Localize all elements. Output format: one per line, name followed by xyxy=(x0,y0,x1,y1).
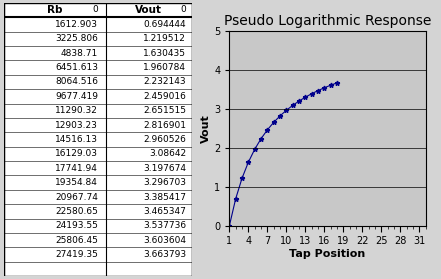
Y-axis label: Vout: Vout xyxy=(201,114,211,143)
Text: 3.385417: 3.385417 xyxy=(143,193,186,201)
Text: 0: 0 xyxy=(92,6,98,15)
Text: 14516.13: 14516.13 xyxy=(55,135,98,144)
Text: 3.603604: 3.603604 xyxy=(143,236,186,245)
Text: 11290.32: 11290.32 xyxy=(55,106,98,115)
X-axis label: Tap Position: Tap Position xyxy=(289,249,366,259)
Text: 3.537736: 3.537736 xyxy=(143,221,186,230)
Text: 0: 0 xyxy=(180,6,186,15)
Text: 3.08642: 3.08642 xyxy=(149,149,186,158)
Text: 0.694444: 0.694444 xyxy=(144,20,186,29)
Title: Pseudo Logarithmic Response: Pseudo Logarithmic Response xyxy=(224,14,431,28)
Text: 22580.65: 22580.65 xyxy=(55,207,98,216)
Text: Rb: Rb xyxy=(47,5,63,15)
Text: 2.816901: 2.816901 xyxy=(143,121,186,130)
Text: 20967.74: 20967.74 xyxy=(55,193,98,201)
Text: 25806.45: 25806.45 xyxy=(55,236,98,245)
Text: 27419.35: 27419.35 xyxy=(55,250,98,259)
Text: 1.219512: 1.219512 xyxy=(143,34,186,43)
Text: 3.663793: 3.663793 xyxy=(143,250,186,259)
Text: Vout: Vout xyxy=(135,5,162,15)
Text: 19354.84: 19354.84 xyxy=(55,178,98,187)
Text: 1612.903: 1612.903 xyxy=(55,20,98,29)
Text: 2.651515: 2.651515 xyxy=(143,106,186,115)
Text: 12903.23: 12903.23 xyxy=(55,121,98,130)
Text: 6451.613: 6451.613 xyxy=(55,63,98,72)
Text: 24193.55: 24193.55 xyxy=(55,221,98,230)
Text: 2.960526: 2.960526 xyxy=(143,135,186,144)
Text: 4838.71: 4838.71 xyxy=(61,49,98,58)
Text: 16129.03: 16129.03 xyxy=(55,149,98,158)
Text: 3.197674: 3.197674 xyxy=(143,164,186,173)
Text: 8064.516: 8064.516 xyxy=(55,78,98,86)
Text: 17741.94: 17741.94 xyxy=(55,164,98,173)
Text: 3.296703: 3.296703 xyxy=(143,178,186,187)
Text: 9677.419: 9677.419 xyxy=(55,92,98,101)
Text: 3.465347: 3.465347 xyxy=(143,207,186,216)
Text: 1.960784: 1.960784 xyxy=(143,63,186,72)
Text: 3225.806: 3225.806 xyxy=(55,34,98,43)
Text: 2.459016: 2.459016 xyxy=(143,92,186,101)
Text: 1.630435: 1.630435 xyxy=(143,49,186,58)
Text: 2.232143: 2.232143 xyxy=(144,78,186,86)
